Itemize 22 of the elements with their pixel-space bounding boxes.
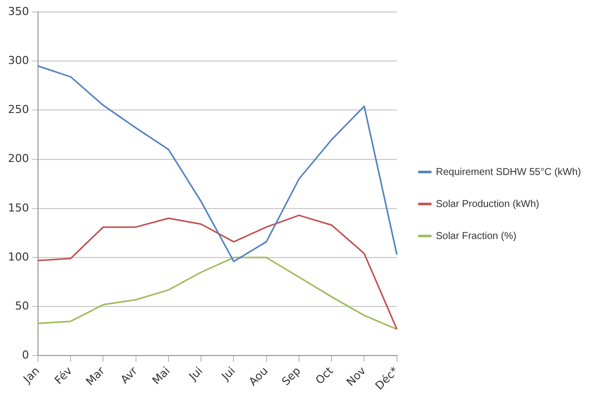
legend-label: Solar Fraction (%) bbox=[436, 230, 516, 242]
x-tick-label: Mai bbox=[150, 364, 173, 388]
legend-label: Solar Production (kWh) bbox=[436, 198, 540, 210]
x-tick-label: Nov bbox=[344, 364, 369, 389]
x-tick-label: Sep bbox=[279, 364, 304, 388]
x-tick-label: Mar bbox=[84, 364, 108, 388]
x-tick-label: Jui bbox=[218, 364, 238, 384]
y-tick-label: 150 bbox=[8, 201, 29, 214]
x-tick-label: Avr bbox=[118, 364, 140, 386]
x-tick-label: Aou bbox=[246, 364, 271, 388]
y-tick-label: 100 bbox=[8, 250, 29, 264]
y-tick-label: 300 bbox=[8, 54, 29, 67]
x-tick-label: Fév bbox=[52, 364, 76, 387]
y-tick-label: 250 bbox=[8, 103, 29, 116]
y-tick-label: 0 bbox=[22, 348, 29, 362]
x-tick-label: Jui bbox=[186, 364, 206, 384]
y-tick-label: 50 bbox=[14, 299, 29, 312]
x-tick-label: Jan bbox=[20, 364, 42, 386]
y-tick-label: 350 bbox=[8, 4, 29, 18]
y-tick-label: 200 bbox=[8, 152, 29, 166]
x-tick-label: Oct bbox=[313, 364, 336, 387]
legend-label: Requirement SDHW 55°C (kWh) bbox=[436, 166, 582, 178]
